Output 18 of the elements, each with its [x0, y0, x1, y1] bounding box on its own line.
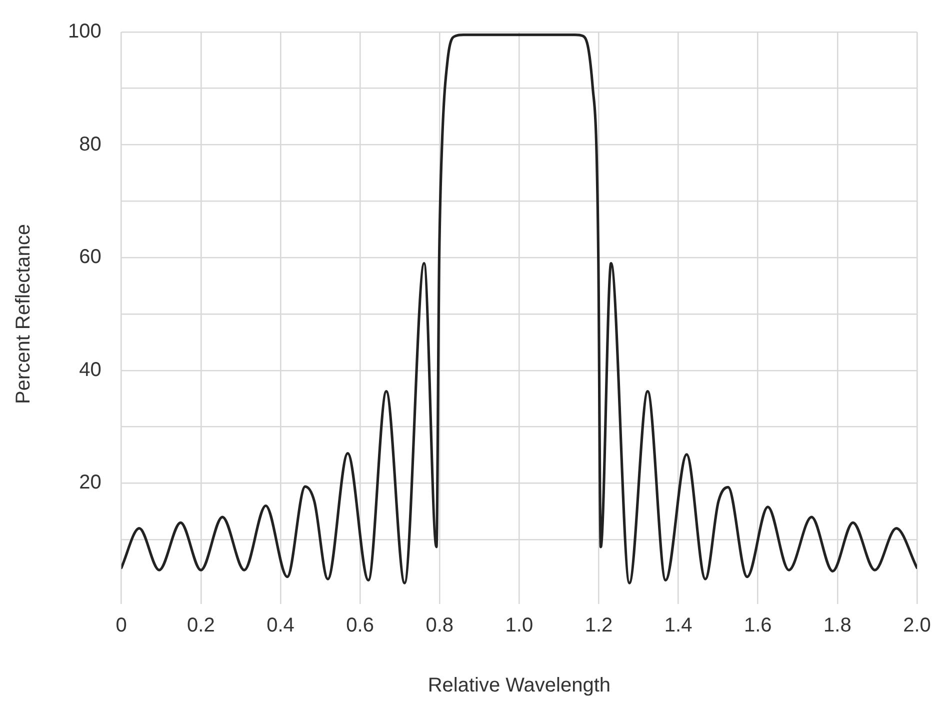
x-tick-label: 0.6: [346, 614, 374, 637]
x-tick-label: 2.0: [903, 614, 931, 637]
x-tick-label: 1.6: [744, 614, 772, 637]
y-tick-label: 20: [79, 472, 102, 494]
x-tick-label: 0.4: [266, 614, 294, 637]
x-tick-label: 0.8: [426, 614, 454, 637]
x-tick-label: 1.2: [584, 614, 613, 637]
x-tick-label: 1.0: [505, 614, 534, 637]
y-tick-label: 60: [79, 246, 102, 268]
x-tick-label: 0.2: [187, 614, 215, 637]
y-tick-label: 80: [79, 133, 102, 156]
y-tick-label: 40: [79, 358, 102, 381]
y-tick-label: 100: [68, 20, 102, 43]
x-tick-label: 1.8: [824, 614, 852, 637]
x-tick-label: 1.4: [664, 614, 692, 637]
y-axis-title: Percent Reflectance: [12, 224, 35, 404]
x-axis-title: Relative Wavelength: [428, 674, 611, 697]
x-tick-label: 0: [116, 614, 127, 637]
